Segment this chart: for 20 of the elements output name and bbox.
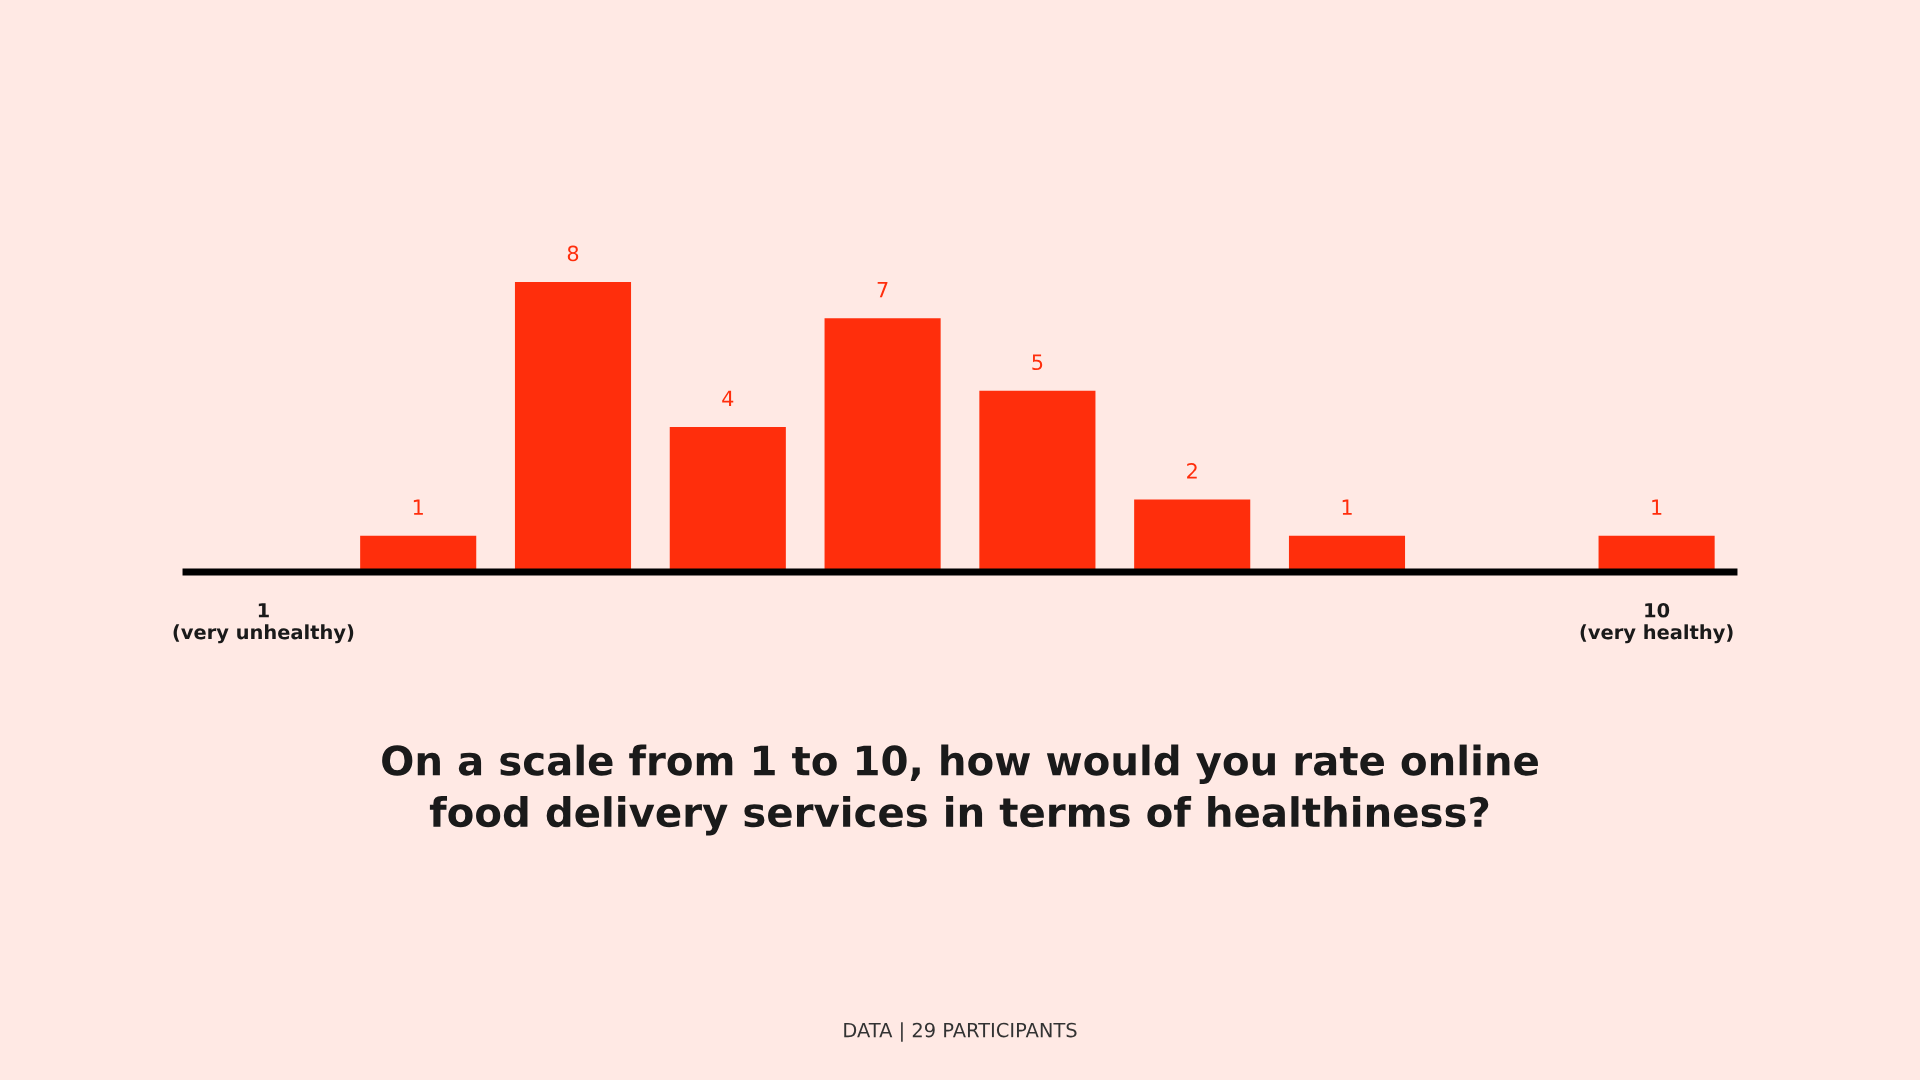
bar [824, 318, 941, 572]
data-label: 2 [1187, 463, 1197, 479]
text: On a scale from 1 to 10, how would you rate online food delivery services in terms of healthiness? [382, 744, 1538, 836]
bar [1598, 535, 1715, 572]
text: DATA | 29 PARTICIPANTS [844, 1022, 1077, 1042]
data-label: 1 [1342, 499, 1352, 515]
data-label: 8 [567, 245, 579, 262]
x-tick-label: 10 (very healthy) [1580, 602, 1733, 644]
data-label: 5 [1032, 354, 1043, 371]
x-tick-label: 1 (very unhealthy) [173, 603, 354, 644]
data-label: 7 [877, 282, 888, 298]
bar [979, 390, 1096, 572]
data-label: 4 [722, 390, 734, 406]
bar [1134, 499, 1251, 572]
bar [514, 282, 632, 572]
bar [669, 427, 786, 572]
data-label: 1 [1652, 499, 1662, 515]
data-label: 1 [413, 499, 423, 515]
bar [1288, 535, 1406, 572]
bar [360, 535, 477, 572]
